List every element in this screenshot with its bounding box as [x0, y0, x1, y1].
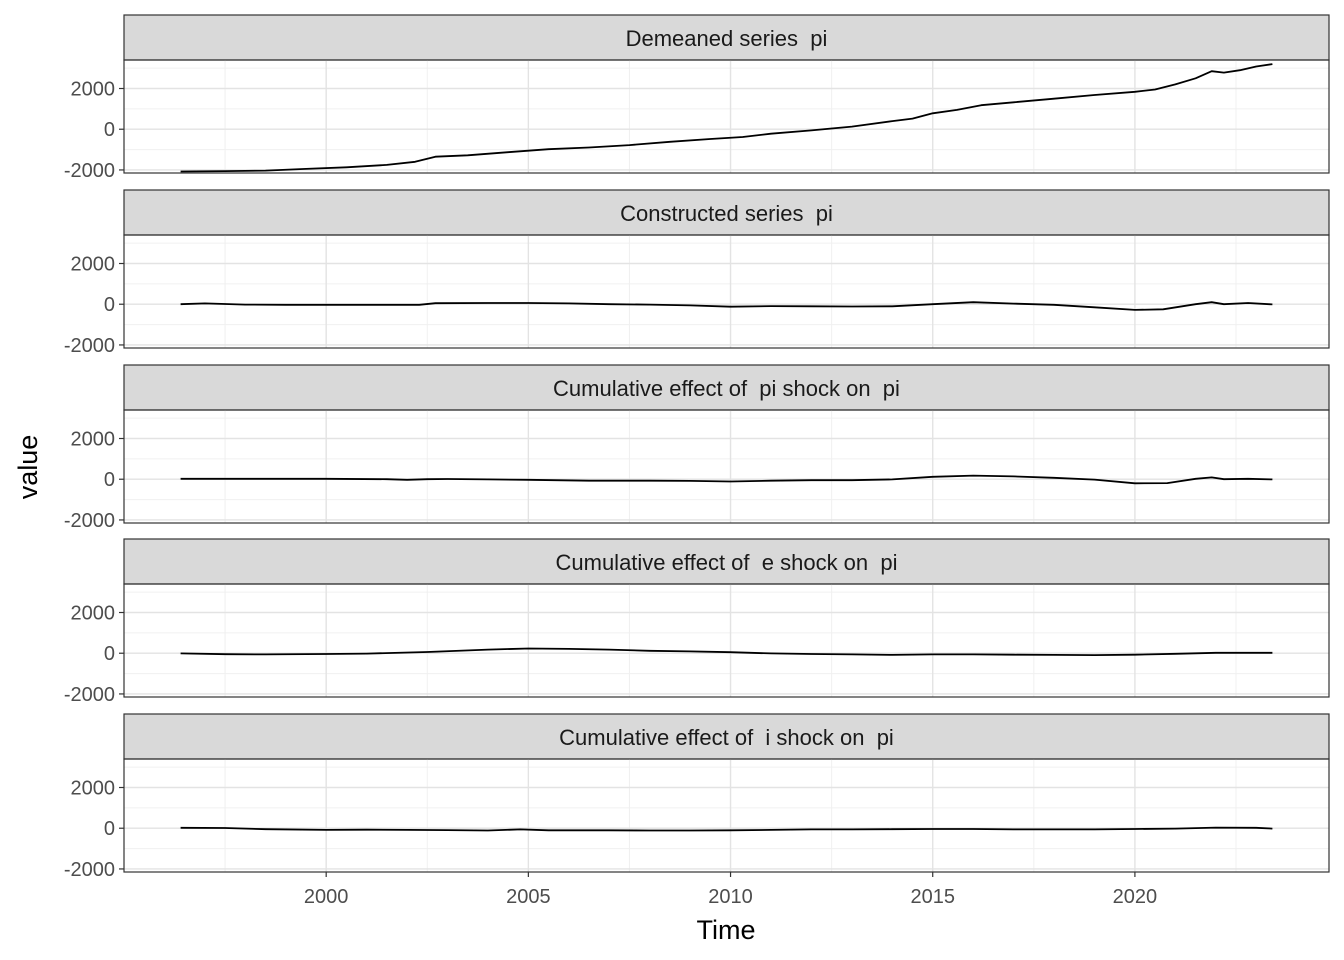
series-line — [180, 474, 1273, 485]
panel-border — [123, 409, 1330, 524]
facet-strip-label: Cumulative effect of e shock on pi — [556, 550, 898, 575]
y-tick-label: 2000 — [71, 603, 116, 625]
x-tick-label: 2020 — [1113, 886, 1158, 908]
facet-panel: Cumulative effect of e shock on pi -2000 0… — [64, 538, 1330, 706]
y-tick-label: 2000 — [71, 429, 116, 451]
facet-strip-label: Cumulative effect of pi shock on pi — [553, 376, 900, 401]
facet-panel: Demeaned series pi -2000 0 2000 — [64, 14, 1330, 182]
y-tick-label: 2000 — [71, 79, 116, 101]
facet-panel: Constructed series pi -2000 0 2000 — [64, 189, 1330, 357]
facet-strip-label: Demeaned series pi — [626, 26, 828, 51]
x-axis-title: Time — [697, 915, 756, 945]
facet-panel: Cumulative effect of pi shock on pi -2000… — [64, 364, 1330, 532]
x-tick-label: 2010 — [708, 886, 753, 908]
y-tick-label: 2000 — [71, 778, 116, 800]
x-tick-label: 2015 — [910, 886, 955, 908]
series-line — [180, 301, 1273, 311]
y-tick-label: 0 — [104, 818, 115, 840]
y-tick-label: 0 — [104, 119, 115, 141]
x-axis: 2000 2005 2010 2015 2020 — [304, 872, 1157, 908]
y-tick-label: -2000 — [64, 859, 115, 881]
y-tick-label: -2000 — [64, 510, 115, 532]
y-tick-label: -2000 — [64, 335, 115, 357]
y-tick-label: -2000 — [64, 684, 115, 706]
facet-panels: Demeaned series pi-200002000Constructed … — [64, 14, 1330, 881]
y-tick-label: 2000 — [71, 254, 116, 276]
facet-strip-label: Constructed series pi — [620, 201, 833, 226]
x-tick-label: 2005 — [506, 886, 551, 908]
facet-strip — [123, 14, 1330, 61]
series-line — [180, 826, 1273, 832]
y-axis-title: value — [13, 435, 43, 500]
facet-strip — [123, 364, 1330, 411]
series-line — [180, 647, 1273, 656]
panel-border — [123, 758, 1330, 873]
facet-strip — [123, 189, 1330, 236]
y-tick-label: 0 — [104, 469, 115, 491]
facet-panel: Cumulative effect of i shock on pi -2000 0… — [64, 713, 1330, 881]
y-tick-label: 0 — [104, 643, 115, 665]
facet-strip — [123, 538, 1330, 585]
facet-strip-label: Cumulative effect of i shock on pi — [559, 725, 894, 750]
panel-border — [123, 234, 1330, 349]
series-line — [180, 63, 1273, 173]
x-tick-label: 2000 — [304, 886, 349, 908]
panel-border — [123, 583, 1330, 698]
panel-border — [123, 59, 1330, 174]
y-tick-label: 0 — [104, 294, 115, 316]
y-tick-label: -2000 — [64, 160, 115, 182]
